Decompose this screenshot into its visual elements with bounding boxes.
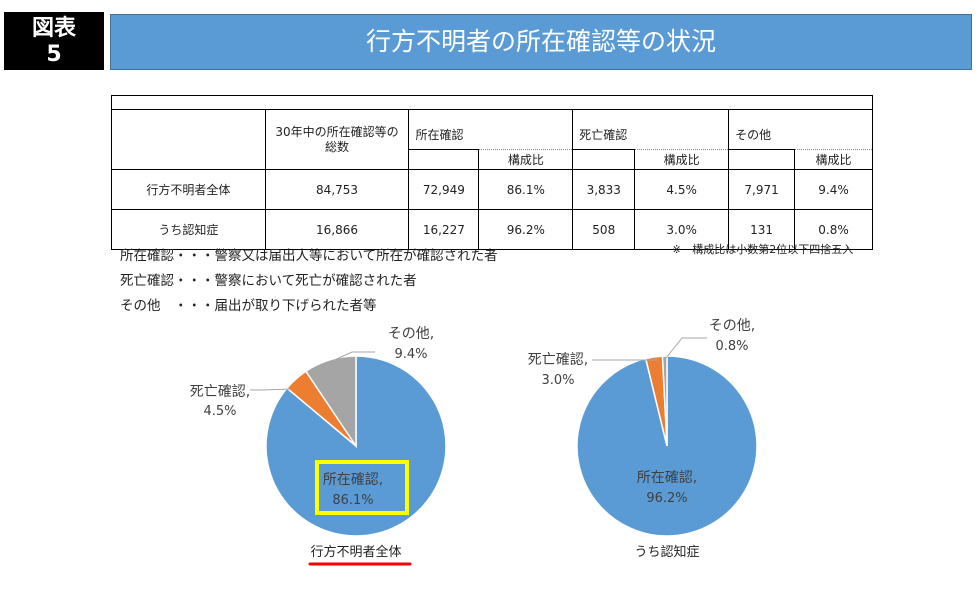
figure-label-line1: 図表 <box>31 16 76 41</box>
pie-title: うち認知症 <box>634 544 699 560</box>
slice-value-label: 4.5% <box>203 404 236 419</box>
highlight-box <box>315 460 409 515</box>
subheader-ratio-death: 構成比 <box>634 149 730 170</box>
stats-table: 30年中の所在確認等の総数 所在確認 死亡確認 その他 構成比 構成比 構成比 … <box>111 109 873 250</box>
definition-confirmed: 所在確認・・・警察又は届出人等において所在が確認された者 <box>120 248 498 264</box>
cell-other: 131 <box>728 209 796 250</box>
pie-slice <box>304 355 357 449</box>
cell-total: 84,753 <box>264 169 410 210</box>
cell-death-ratio: 3.0% <box>634 209 730 250</box>
definition-death: 死亡確認・・・警察において死亡が確認された者 <box>120 273 417 289</box>
definitions: 所在確認・・・警察又は届出人等において所在が確認された者 死亡確認・・・警察にお… <box>120 244 498 319</box>
cell-confirmed: 72,949 <box>408 169 480 210</box>
leader-line <box>250 388 293 391</box>
table-row: うち認知症 16,866 16,227 96.2% 508 3.0% 131 0… <box>111 209 873 250</box>
cell-other: 7,971 <box>728 169 796 210</box>
figure-label: 図表 5 <box>4 12 104 70</box>
pie-title: 行方不明者全体 <box>310 544 401 560</box>
cell-death-ratio: 4.5% <box>634 169 730 210</box>
slice-value-label: 3.0% <box>541 373 574 388</box>
leader-line <box>329 351 375 363</box>
cell-confirmed-ratio: 96.2% <box>478 209 574 250</box>
header-death: 死亡確認 <box>572 109 730 150</box>
rounding-note: ※ 構成比は小数第2位以下四捨五入 <box>672 243 854 256</box>
leader-line <box>665 337 707 359</box>
definition-other: その他 ・・・届出が取り下げられた者等 <box>120 298 377 314</box>
slice-value-label: 9.4% <box>394 347 427 362</box>
cell-death: 3,833 <box>572 169 636 210</box>
slice-category-label: 所在確認, <box>323 472 383 488</box>
row-label: 行方不明者全体 <box>111 169 266 210</box>
subheader-ratio-other: 構成比 <box>794 149 873 170</box>
table-top-band <box>111 95 873 109</box>
slice-value-label: 0.8% <box>715 339 748 354</box>
slice-category-label: その他, <box>709 318 755 334</box>
slice-category-label: その他, <box>388 326 434 342</box>
cell-other-ratio: 0.8% <box>794 209 873 250</box>
slice-value-label: 96.2% <box>646 491 687 506</box>
slice-category-label: 死亡確認, <box>190 384 250 400</box>
slice-category-label: 死亡確認, <box>528 352 588 368</box>
slice-category-label: 所在確認, <box>637 470 697 486</box>
slice-value-label: 86.1% <box>332 493 373 508</box>
page-title: 行方不明者の所在確認等の状況 <box>110 14 972 70</box>
cell-confirmed: 16,227 <box>408 209 480 250</box>
figure-label-line2: 5 <box>46 42 62 67</box>
row-label: うち認知症 <box>111 209 266 250</box>
table-row: 行方不明者全体 84,753 72,949 86.1% 3,833 4.5% 7… <box>111 169 873 210</box>
cell-death: 508 <box>572 209 636 250</box>
header-total: 30年中の所在確認等の総数 <box>264 109 410 170</box>
pie-chart-dementia: 所在確認, 96.2% 死亡確認, 3.0% その他, 0.8% うち認知症 <box>528 318 758 560</box>
pie-chart-all: 所在確認, 86.1% 死亡確認, 4.5% その他, 9.4% 行方不明者全体 <box>190 326 447 566</box>
